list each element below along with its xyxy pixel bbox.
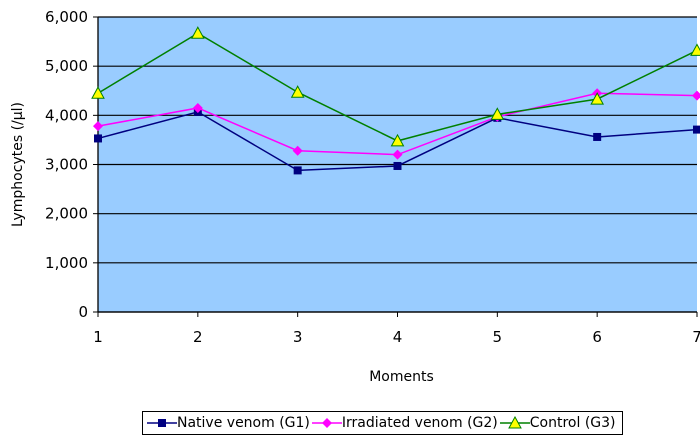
legend-swatch (147, 419, 177, 427)
legend-item: Control (G3) (499, 415, 616, 431)
y-tick-label: 0 (78, 303, 88, 321)
data-point (290, 85, 305, 98)
x-tick-label: 7 (692, 328, 700, 346)
legend: Native venom (G1) Irradiated venom (G2) Co… (142, 411, 623, 435)
data-point (593, 132, 602, 141)
legend-swatch (499, 416, 530, 429)
x-tick-label: 4 (393, 328, 403, 346)
series-3 (91, 26, 700, 147)
x-tick-label: 5 (493, 328, 503, 346)
data-point (292, 145, 303, 156)
x-axis-label: Moments (369, 369, 434, 385)
data-point (590, 92, 605, 105)
data-point (93, 121, 103, 132)
data-point (190, 26, 205, 39)
x-tick-label: 3 (293, 328, 303, 346)
x-tick-label: 2 (193, 328, 203, 346)
x-tick-label: 1 (93, 328, 103, 346)
y-axis-label: Lymphocytes (/µl) (10, 102, 26, 227)
data-point (293, 166, 302, 175)
x-tick-label: 6 (592, 328, 602, 346)
data-point (94, 134, 102, 143)
y-tick-label: 6,000 (45, 8, 88, 26)
y-tick-label: 1,000 (45, 254, 88, 272)
data-point (392, 149, 403, 160)
legend-label: Control (G3) (529, 415, 616, 431)
y-tick-label: 4,000 (45, 106, 88, 124)
y-tick-label: 5,000 (45, 57, 88, 75)
data-point (490, 107, 505, 120)
data-point (91, 86, 105, 99)
legend-label: Irradiated venom (G2) (341, 415, 498, 431)
line-chart: 0 1,000 2,000 3,000 4,000 5,000 6,000 1 2 3 4 5 6 7 L… (10, 8, 700, 385)
legend-item: Irradiated venom (G2) (311, 415, 498, 431)
legend-item: Native venom (G1) (147, 415, 310, 431)
data-point (393, 161, 402, 170)
data-point (692, 90, 700, 101)
legend-label: Native venom (G1) (177, 415, 310, 431)
data-point (693, 125, 700, 134)
data-point (390, 133, 405, 147)
data-point (690, 43, 700, 56)
y-tick-label: 3,000 (45, 156, 88, 174)
legend-swatch (311, 418, 342, 428)
y-tick-label: 2,000 (45, 205, 88, 223)
data-point (192, 102, 203, 113)
